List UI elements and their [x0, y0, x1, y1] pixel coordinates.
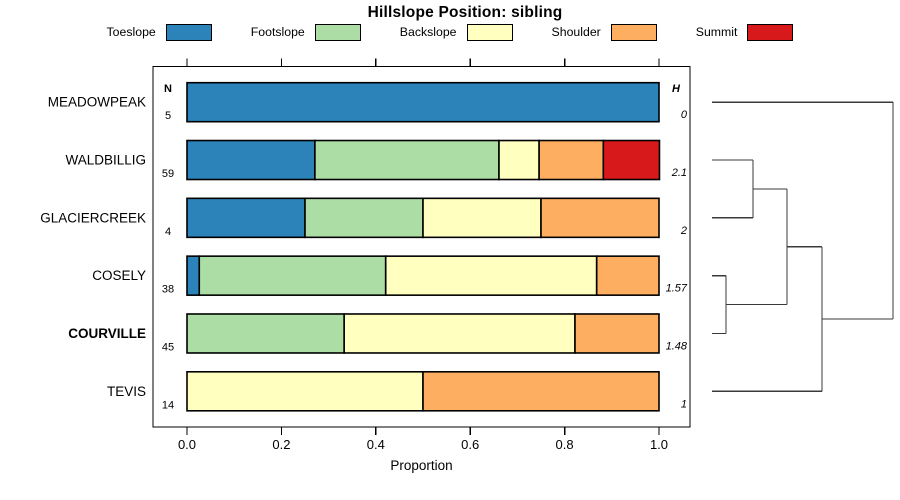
- row-label: MEADOWPEAK: [48, 95, 146, 110]
- legend-item-shoulder: Shoulder: [551, 23, 657, 41]
- row-label: TEVIS: [107, 384, 146, 399]
- bar-segment-footslope: [314, 139, 500, 181]
- row-h-value: 1: [681, 398, 687, 410]
- legend-label: Summit: [695, 25, 738, 39]
- bar-segment-backslope: [343, 313, 576, 354]
- legend-swatch-icon: [747, 23, 794, 41]
- bar-segment-footslope: [304, 197, 424, 239]
- bar-segment-footslope: [198, 255, 387, 296]
- x-axis-tick-label: 1.0: [650, 437, 668, 452]
- bar-segment-toeslope: [186, 81, 660, 123]
- n-column-header: N: [164, 83, 172, 95]
- bar-segment-toeslope: [186, 255, 201, 296]
- legend-item-toeslope: Toeslope: [106, 23, 212, 41]
- x-axis-tick-label: 0.0: [178, 437, 196, 452]
- bar-segment-shoulder: [538, 139, 605, 181]
- row-h-value: 1.48: [666, 340, 688, 352]
- legend-swatch-icon: [165, 23, 212, 41]
- row-n-value: 5: [165, 110, 171, 122]
- bar-segment-shoulder: [574, 313, 660, 354]
- row-label: COURVILLE: [68, 326, 146, 341]
- bar-segment-shoulder: [422, 370, 660, 412]
- row-h-value: 2.1: [671, 167, 687, 179]
- row-label: COSELY: [92, 268, 146, 283]
- legend-label: Toeslope: [106, 25, 156, 39]
- legend-swatch-icon: [466, 23, 513, 41]
- bar-segment-shoulder: [540, 197, 660, 239]
- h-column-header: H: [672, 83, 681, 95]
- legend-swatch-icon: [314, 23, 361, 41]
- row-h-value: 2: [680, 225, 687, 237]
- legend-label: Shoulder: [551, 25, 601, 39]
- row-label: GLACIERCREEK: [40, 210, 146, 225]
- bar-segment-shoulder: [595, 255, 660, 296]
- bar-segment-toeslope: [186, 139, 316, 181]
- x-axis-label: Proportion: [390, 458, 453, 473]
- row-n-value: 59: [162, 168, 174, 180]
- legend: Toeslope Footslope Backslope Shoulder Summit: [0, 22, 900, 42]
- row-h-value: 1.57: [666, 283, 688, 295]
- legend-item-backslope: Backslope: [399, 23, 513, 41]
- bar-segment-backslope: [186, 370, 424, 412]
- row-h-value: 0: [681, 109, 688, 121]
- bar-segment-summit: [602, 139, 661, 181]
- x-axis-tick-label: 0.8: [556, 437, 574, 452]
- legend-swatch-icon: [610, 23, 657, 41]
- row-n-value: 4: [165, 226, 171, 238]
- bar-segment-footslope: [186, 313, 345, 354]
- legend-label: Backslope: [399, 25, 457, 39]
- chart-title: Hillslope Position: sibling: [367, 4, 563, 21]
- x-axis-tick-label: 0.4: [367, 437, 385, 452]
- bar-segment-backslope: [498, 139, 540, 181]
- bar-segment-toeslope: [186, 197, 306, 239]
- legend-item-footslope: Footslope: [250, 23, 361, 41]
- legend-item-summit: Summit: [695, 23, 794, 41]
- bar-segment-backslope: [384, 255, 598, 296]
- plot-box: [152, 65, 691, 428]
- x-axis-tick-label: 0.2: [272, 437, 290, 452]
- row-label: WALDBILLIG: [65, 153, 146, 168]
- row-n-value: 14: [162, 399, 174, 411]
- row-n-value: 45: [162, 341, 174, 353]
- legend-label: Footslope: [250, 25, 305, 39]
- row-n-value: 38: [162, 284, 174, 296]
- bar-segment-backslope: [422, 197, 542, 239]
- x-axis-tick-label: 0.6: [461, 437, 479, 452]
